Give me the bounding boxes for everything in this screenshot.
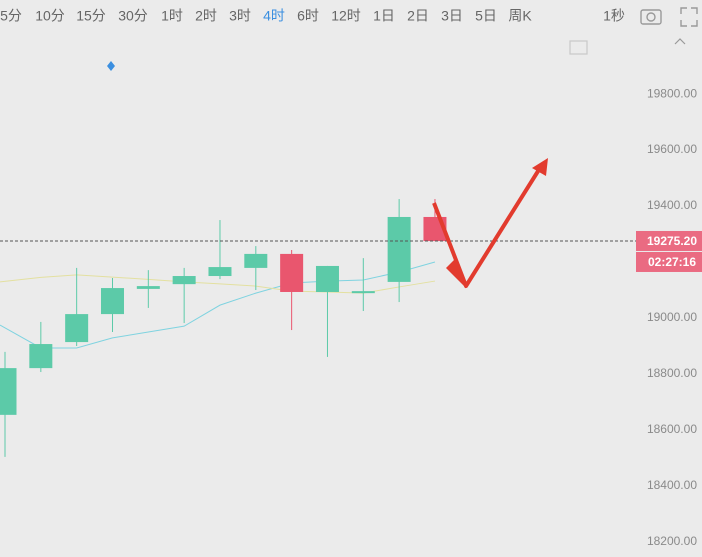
candle-body [29, 344, 53, 369]
candle-body [280, 253, 304, 292]
camera-lens [646, 12, 656, 22]
interval-button[interactable]: 12时 [331, 8, 361, 24]
y-tick-label: 18800.00 [647, 366, 697, 380]
interval-button[interactable]: 3时 [229, 8, 251, 24]
candle-body [172, 276, 196, 285]
toolbar: 5分 10分 15分 30分 1时 2时 3时 4时 6时 12时 1日 2日 3日 5日 周K 1秒 [0, 8, 625, 24]
y-tick-label: 18200.00 [647, 534, 697, 548]
arrow-head [446, 158, 548, 288]
countdown-label: 02:27:16 [648, 255, 696, 269]
collapse-icon[interactable] [674, 38, 686, 45]
y-tick-label: 19800.00 [647, 86, 697, 100]
interval-button[interactable]: 2时 [195, 8, 217, 24]
camera-icon[interactable] [640, 9, 662, 25]
last-price-tag [636, 230, 702, 251]
draw-tool-icon[interactable] [569, 40, 588, 55]
marker-diamond [107, 61, 115, 71]
candle-body [136, 286, 160, 289]
plot-area: 18200.00 18400.00 18600.00 18800.00 19000.00… [0, 86, 702, 548]
candle-body [100, 288, 124, 315]
interval-button[interactable]: 5日 [475, 8, 497, 24]
countdown-tag [636, 251, 702, 272]
candle-body [65, 314, 89, 343]
interval-button[interactable]: 2日 [407, 8, 429, 24]
y-tick-label: 18400.00 [647, 478, 697, 492]
fullscreen-icon[interactable] [680, 7, 698, 27]
interval-button[interactable]: 4时 [263, 8, 285, 24]
interval-button[interactable]: 5分 [0, 8, 22, 24]
interval-button[interactable]: 10分 [35, 8, 65, 24]
candle-body [315, 265, 339, 292]
interval-button[interactable]: 1日 [373, 8, 395, 24]
y-tick-label: 18600.00 [647, 422, 697, 436]
interval-button[interactable]: 1时 [161, 8, 183, 24]
candle-body [208, 267, 232, 277]
interval-button[interactable]: 3日 [441, 8, 463, 24]
candle-body [244, 253, 268, 268]
tick-mode-button[interactable]: 1秒 [603, 8, 625, 24]
interval-button[interactable]: 15分 [76, 8, 106, 24]
candle-body [351, 291, 375, 294]
annotation-arrow [432, 166, 542, 288]
y-tick-label: 19000.00 [647, 310, 697, 324]
interval-button[interactable]: 30分 [118, 8, 148, 24]
y-tick-label: 19600.00 [647, 142, 697, 156]
interval-button[interactable]: 6时 [297, 8, 319, 24]
candle-body [387, 216, 411, 282]
interval-button[interactable]: 周K [508, 8, 532, 24]
y-tick-label: 19400.00 [647, 198, 697, 212]
candle-body [0, 368, 17, 415]
last-price-label: 19275.20 [647, 234, 697, 248]
